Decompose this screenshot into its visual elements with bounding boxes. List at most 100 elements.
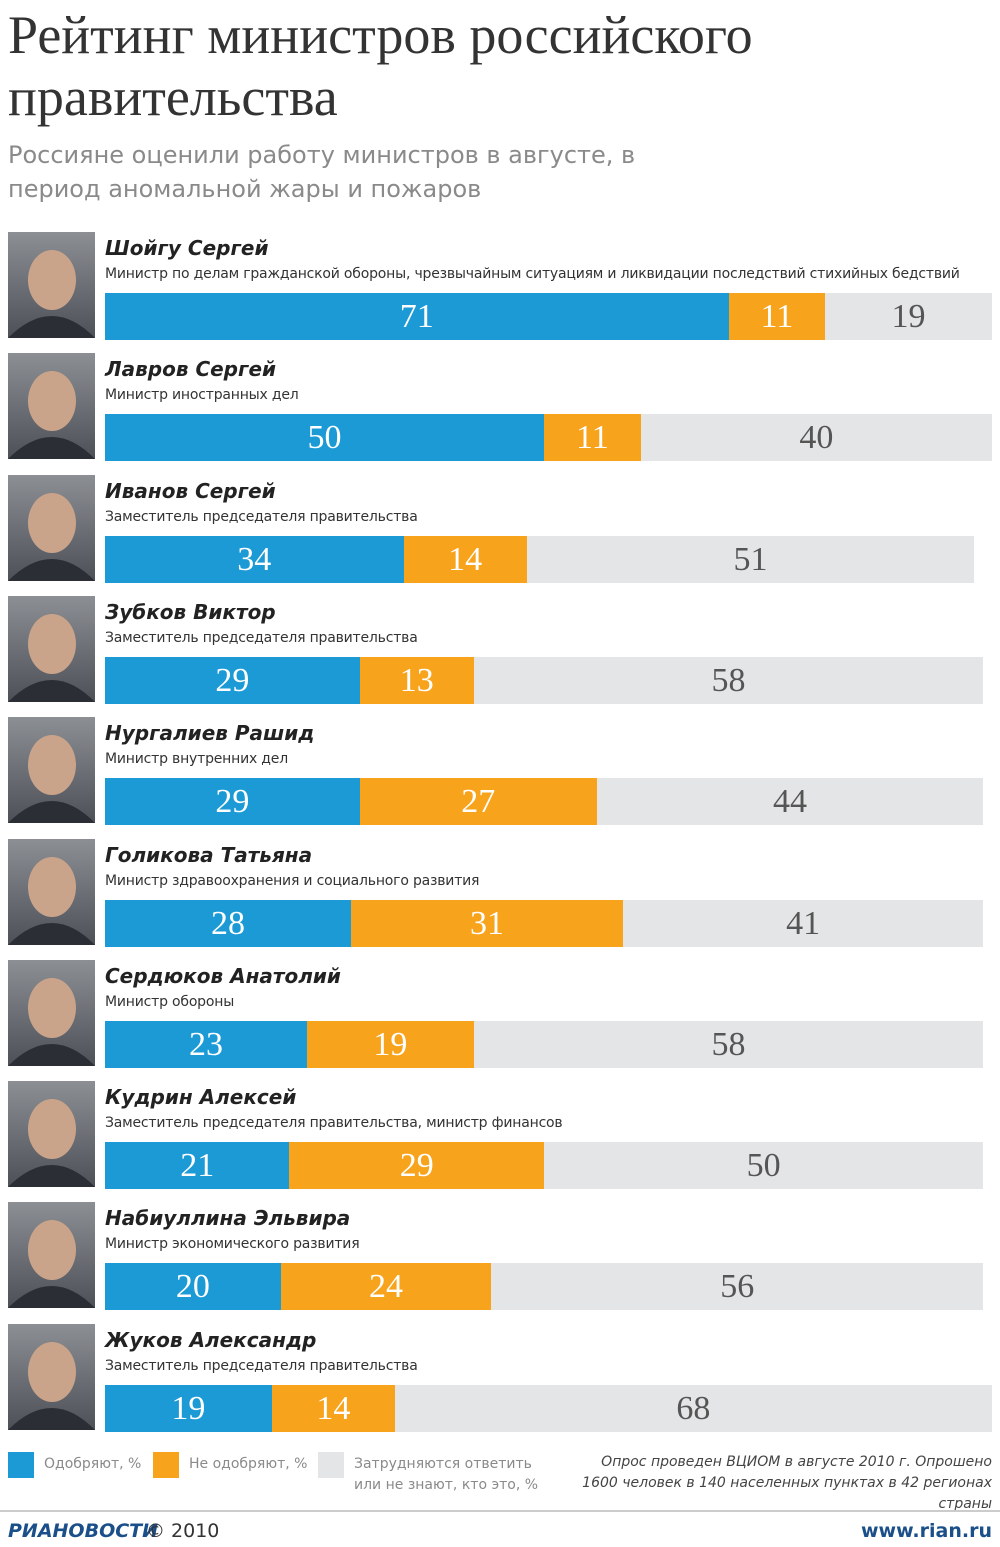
- minister-role: Министр обороны: [105, 993, 235, 1010]
- bar-segment: [105, 293, 729, 340]
- value-label: 21: [180, 1147, 215, 1185]
- minister-name: Лавров Сергей: [105, 357, 277, 382]
- chart-subtitle: Россияне оценили работу министров в авгу…: [8, 141, 636, 203]
- bar-segment: [359, 656, 474, 704]
- value-label: 34: [237, 540, 272, 578]
- bar-segment: [623, 899, 984, 947]
- value-label: 71: [399, 298, 434, 335]
- portrait-silhouette: [8, 492, 95, 581]
- bar-segment: [289, 1142, 545, 1190]
- portrait-silhouette: [8, 735, 95, 824]
- value-label: 29: [215, 783, 250, 821]
- portrait: [8, 717, 95, 824]
- bar-segment: [105, 778, 360, 826]
- bar-segment: [596, 778, 984, 826]
- bar-segment: [105, 1020, 307, 1068]
- value-label: 19: [373, 1025, 408, 1063]
- portrait-silhouette: [8, 856, 95, 945]
- minister-name: Нургалиев Рашид: [105, 721, 315, 746]
- value-label: 44: [773, 783, 807, 821]
- bar-segment: [271, 1384, 395, 1432]
- bar-segment: [640, 414, 992, 462]
- bar-segment: [306, 1020, 474, 1068]
- legend-swatch: [8, 1452, 34, 1478]
- value-label: 28: [210, 904, 245, 942]
- bar-segment: [825, 293, 992, 340]
- portrait-silhouette: [8, 250, 95, 338]
- portrait: [8, 595, 95, 702]
- copyright: © 2010: [146, 1520, 220, 1542]
- bar-segment: [526, 535, 975, 583]
- portrait: [8, 1202, 95, 1309]
- value-label: 41: [786, 904, 821, 942]
- value-label: 27: [461, 783, 496, 821]
- value-label: 58: [711, 661, 746, 699]
- value-label: 19: [891, 298, 926, 335]
- website: www.rian.ru: [860, 1520, 992, 1542]
- minister-name: Кудрин Алексей: [105, 1085, 297, 1110]
- minister-role: Министр экономического развития: [105, 1236, 360, 1253]
- minister-name: Иванов Сергей: [105, 478, 276, 503]
- portrait: [8, 232, 95, 338]
- value-label: 29: [399, 1147, 434, 1185]
- portrait-silhouette: [8, 613, 95, 702]
- value-label: 50: [746, 1147, 781, 1185]
- minister-name: Набиуллина Эльвира: [105, 1206, 351, 1231]
- bar-segment: [728, 293, 826, 340]
- value-label: 40: [799, 419, 834, 457]
- minister-name: Жуков Александр: [105, 1327, 317, 1352]
- legend-swatch: [318, 1452, 344, 1478]
- footer-rule: [0, 1510, 1000, 1512]
- source-note: Опрос проведен ВЦИОМ в августе 2010 г. О…: [582, 1454, 992, 1512]
- minister-role: Заместитель председателя правительства: [105, 629, 418, 646]
- value-label: 14: [448, 540, 483, 578]
- bar-segment: [394, 1384, 992, 1432]
- portrait-silhouette: [8, 371, 95, 460]
- bar-segment: [350, 899, 624, 947]
- bar-segment: [544, 414, 641, 462]
- value-label: 29: [215, 661, 250, 699]
- portrait-silhouette: [8, 1220, 95, 1309]
- bar-segment: [280, 1263, 492, 1311]
- minister-role: Министр иностранных дел: [105, 387, 299, 404]
- value-label: 13: [399, 661, 434, 699]
- legend-label: Не одобряют, %: [189, 1456, 308, 1472]
- minister-role: Министр внутренних дел: [105, 751, 288, 768]
- portrait: [8, 474, 95, 581]
- bar-segment: [491, 1263, 984, 1311]
- value-label: 24: [369, 1268, 404, 1306]
- bar-segment: [105, 414, 545, 462]
- minister-name: Зубков Виктор: [105, 599, 276, 624]
- legend-swatch: [153, 1452, 179, 1478]
- minister-name: Голикова Татьяна: [105, 842, 313, 867]
- value-label: 58: [711, 1025, 746, 1063]
- portrait: [8, 959, 95, 1066]
- bar-segment: [403, 535, 527, 583]
- portrait: [8, 1323, 95, 1430]
- portrait: [8, 353, 95, 460]
- portrait-silhouette: [8, 1099, 95, 1188]
- chart-title: Рейтинг министров российского правительс…: [8, 5, 753, 127]
- value-label: 68: [676, 1389, 711, 1427]
- value-label: 31: [470, 904, 504, 942]
- portrait: [8, 838, 95, 945]
- bar-segment: [105, 899, 351, 947]
- bar-segment: [544, 1142, 984, 1190]
- bar-segment: [473, 1020, 984, 1068]
- minister-name: Сердюков Анатолий: [105, 963, 341, 988]
- minister-role: Министр здравоохранения и социального ра…: [105, 872, 480, 889]
- value-label: 11: [760, 298, 794, 335]
- bar-segment: [105, 656, 360, 704]
- bar-segment: [105, 1142, 290, 1190]
- bar-segment: [105, 1263, 281, 1311]
- bar-segment: [105, 1384, 272, 1432]
- value-label: 51: [733, 540, 768, 578]
- legend-label: Затрудняются ответить или не знают, кто …: [354, 1456, 539, 1493]
- minister-role: Заместитель председателя правительства: [105, 508, 418, 525]
- value-label: 14: [316, 1389, 351, 1427]
- source-logo: РИАНОВОСТИ: [8, 1520, 159, 1542]
- minister-role: Заместитель председателя правительства: [105, 1357, 418, 1374]
- value-label: 11: [576, 419, 609, 457]
- value-label: 56: [720, 1268, 755, 1306]
